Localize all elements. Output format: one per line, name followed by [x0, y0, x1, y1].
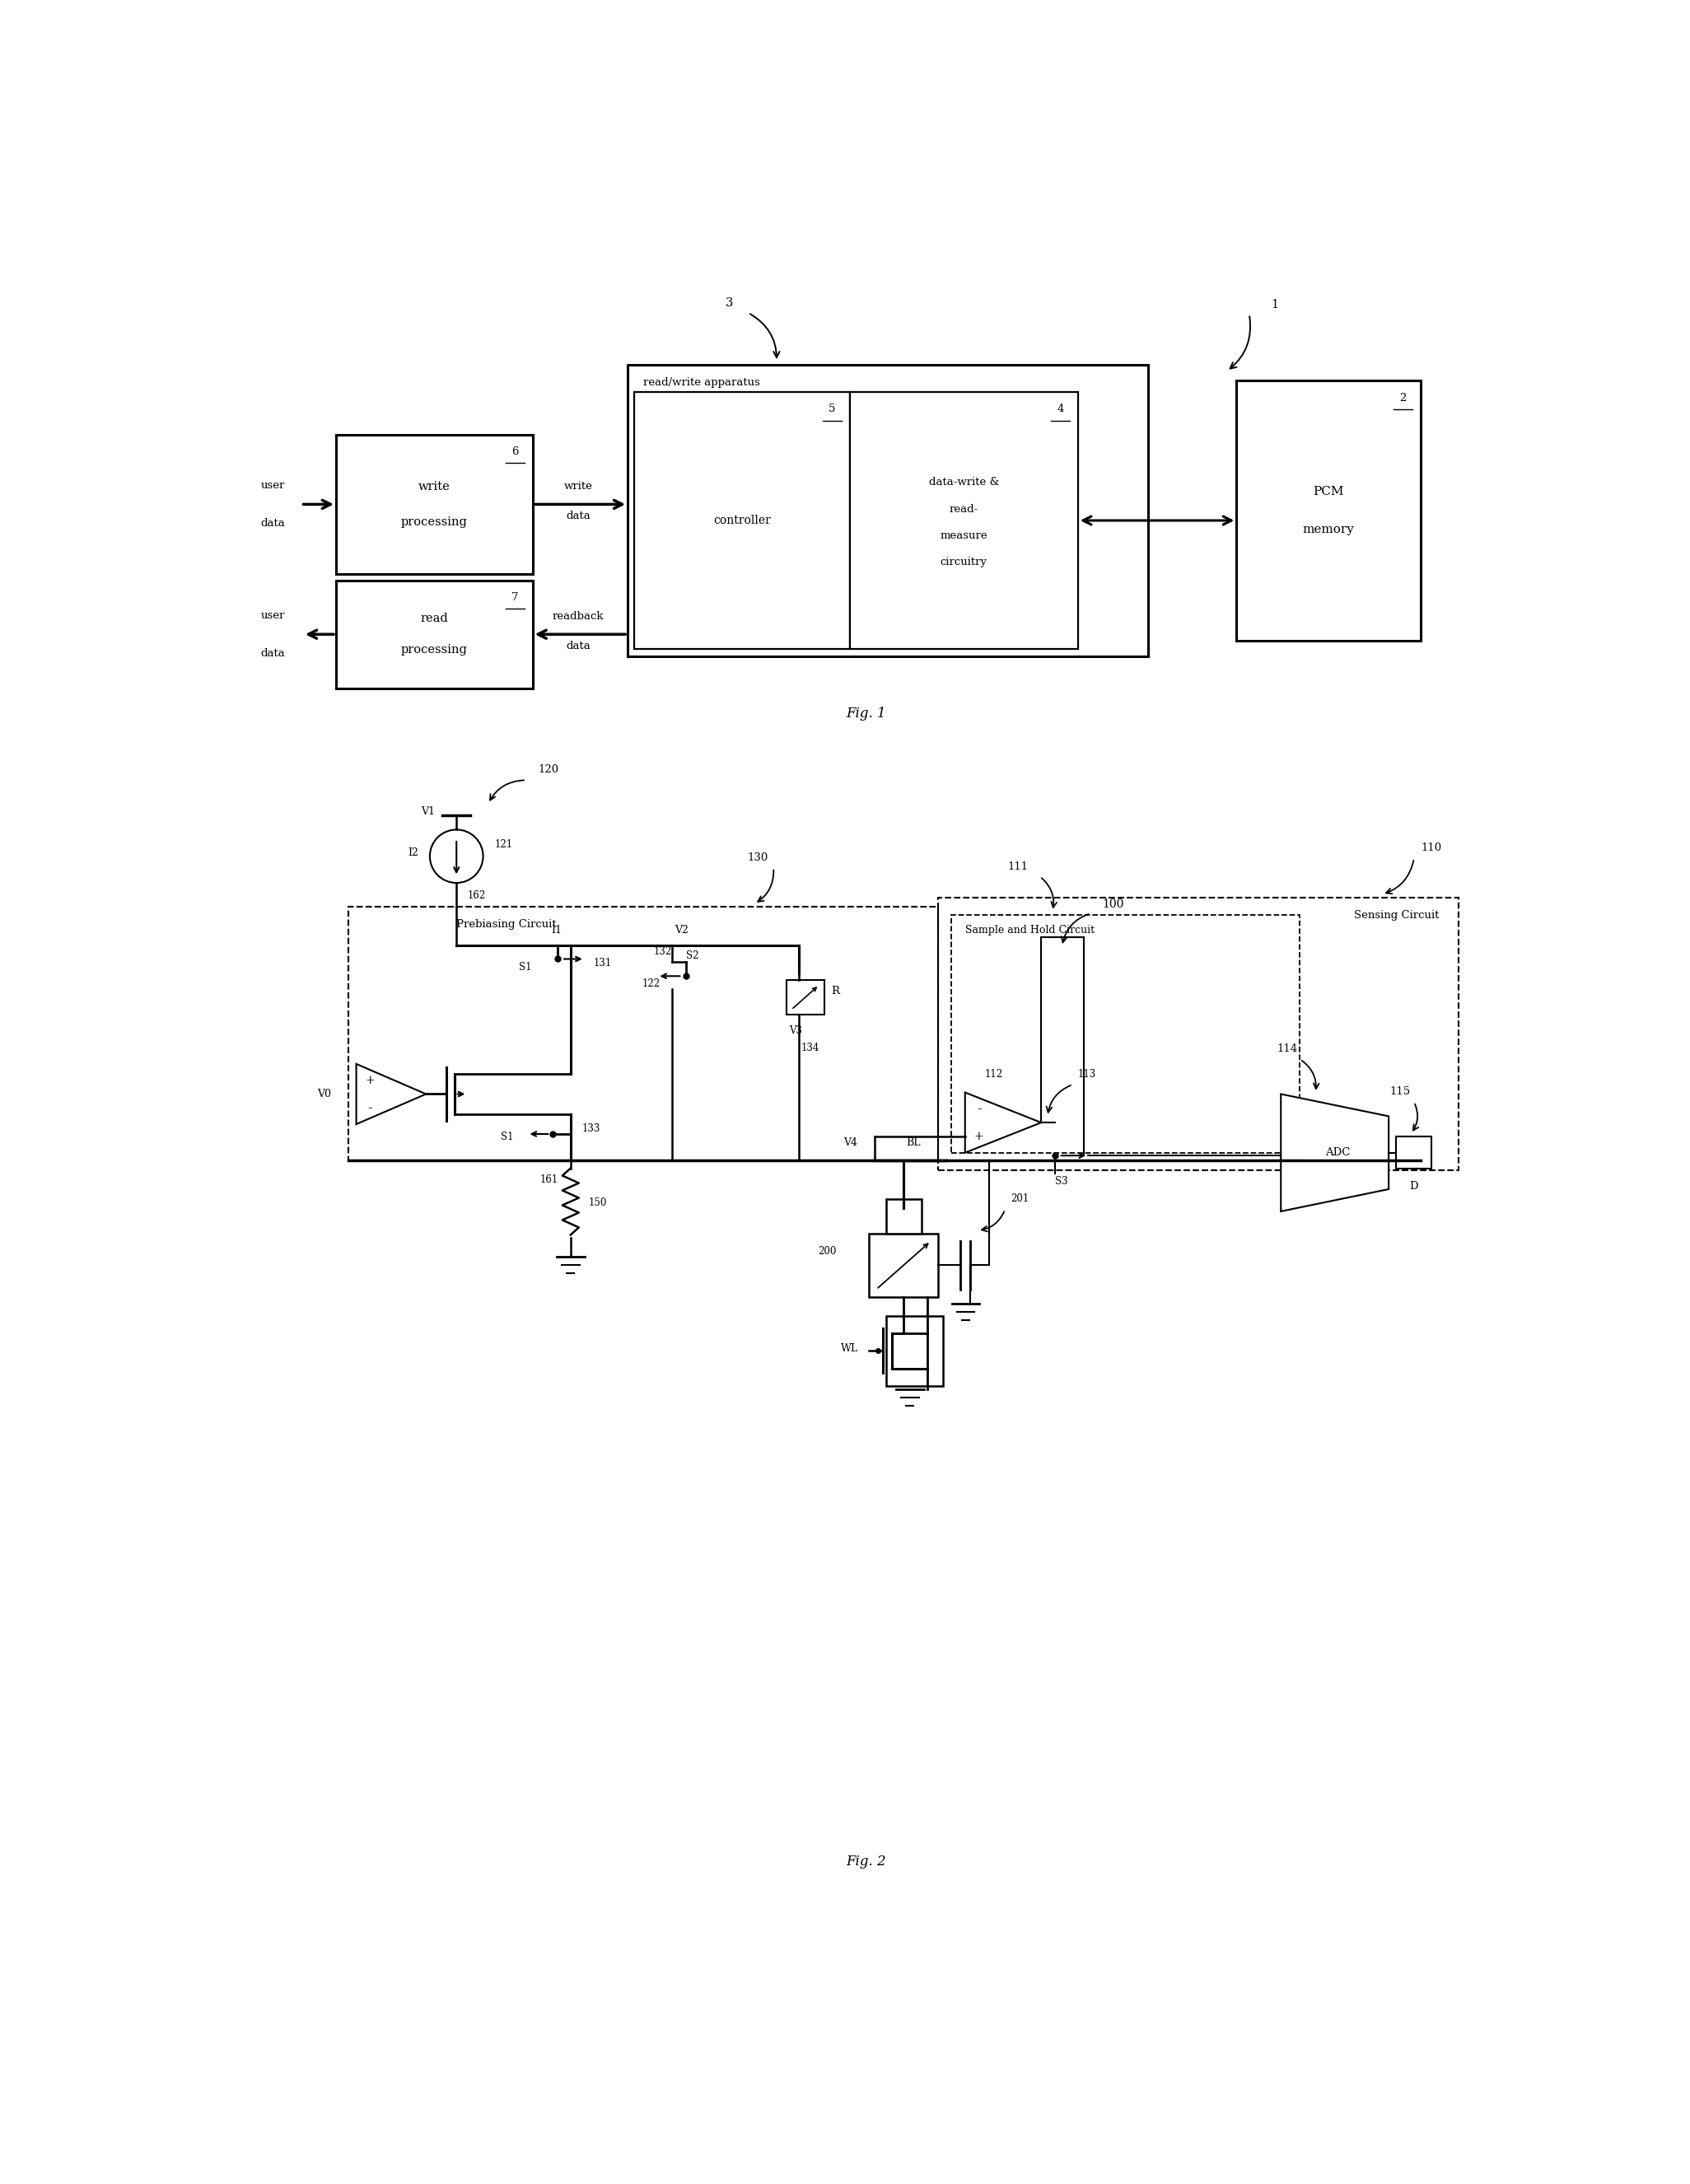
Text: 3: 3 — [725, 297, 733, 310]
Text: PCM: PCM — [1313, 485, 1344, 498]
Text: 114: 114 — [1278, 1044, 1298, 1053]
Text: data: data — [566, 511, 590, 522]
Text: data: data — [260, 518, 286, 529]
Text: D: D — [1409, 1182, 1418, 1192]
Text: 131: 131 — [593, 957, 612, 968]
Text: 111: 111 — [1007, 860, 1028, 871]
Bar — [1396, 1138, 1431, 1168]
Text: S1: S1 — [519, 961, 531, 972]
Text: +: + — [973, 1131, 984, 1142]
Text: 110: 110 — [1421, 843, 1442, 854]
Text: read: read — [421, 614, 448, 625]
Text: processing: processing — [401, 515, 468, 529]
Text: readback: readback — [553, 612, 603, 622]
Text: 120: 120 — [537, 764, 559, 775]
Bar — [938, 898, 1458, 1171]
Text: 162: 162 — [468, 891, 487, 902]
Polygon shape — [1281, 1094, 1389, 1212]
Text: 201: 201 — [1011, 1192, 1029, 1203]
Text: 130: 130 — [747, 852, 767, 863]
Bar — [869, 1234, 938, 1297]
Text: read/write apparatus: read/write apparatus — [644, 378, 761, 389]
Text: 7: 7 — [512, 592, 519, 603]
Text: 133: 133 — [581, 1123, 600, 1133]
Text: 132: 132 — [654, 946, 671, 957]
Text: user: user — [260, 609, 284, 620]
Text: V3: V3 — [789, 1024, 803, 1035]
Text: -: - — [977, 1101, 982, 1116]
Text: 2: 2 — [1399, 393, 1406, 404]
Text: S3: S3 — [1055, 1177, 1068, 1186]
Text: -: - — [368, 1101, 372, 1116]
Text: +: + — [365, 1075, 375, 1085]
Text: Fig. 1: Fig. 1 — [847, 708, 886, 721]
Circle shape — [429, 830, 483, 882]
Text: 134: 134 — [801, 1042, 820, 1053]
Text: write: write — [419, 480, 450, 491]
Text: 1: 1 — [1271, 299, 1278, 310]
Text: V4: V4 — [843, 1138, 857, 1149]
Text: data: data — [566, 640, 590, 651]
Text: I1: I1 — [551, 924, 563, 935]
Bar — [951, 915, 1300, 1153]
Text: circuitry: circuitry — [940, 557, 987, 568]
Text: 4: 4 — [1056, 404, 1063, 415]
Text: 150: 150 — [588, 1197, 607, 1208]
Text: user: user — [260, 480, 284, 491]
Bar — [850, 393, 1078, 649]
Text: 121: 121 — [495, 839, 512, 850]
Text: Fig. 2: Fig. 2 — [847, 1854, 886, 1867]
Text: V1: V1 — [421, 806, 434, 817]
Bar — [348, 906, 938, 1160]
Text: V2: V2 — [674, 924, 688, 935]
Text: measure: measure — [940, 531, 987, 542]
Bar — [886, 1317, 943, 1385]
Text: write: write — [564, 480, 593, 491]
Text: controller: controller — [713, 515, 771, 526]
Bar — [627, 365, 1148, 657]
Bar — [634, 393, 850, 649]
Text: Prebiasing Circuit: Prebiasing Circuit — [456, 919, 556, 930]
Text: S2: S2 — [686, 950, 698, 961]
Text: 5: 5 — [828, 404, 835, 415]
Text: 6: 6 — [512, 446, 519, 456]
Text: WL: WL — [842, 1343, 859, 1354]
Bar — [336, 435, 532, 574]
Text: ADC: ADC — [1325, 1147, 1350, 1158]
Text: 161: 161 — [539, 1175, 558, 1186]
Bar — [1237, 380, 1420, 640]
Text: V0: V0 — [318, 1088, 331, 1099]
Text: data-write &: data-write & — [928, 476, 999, 487]
Text: S1: S1 — [500, 1131, 514, 1142]
Text: BL: BL — [906, 1138, 921, 1149]
Bar — [786, 981, 825, 1016]
Text: 200: 200 — [818, 1245, 837, 1256]
Text: Sample and Hold Circuit: Sample and Hold Circuit — [965, 926, 1095, 935]
Text: I2: I2 — [407, 847, 419, 858]
Text: Sensing Circuit: Sensing Circuit — [1354, 911, 1440, 922]
Text: memory: memory — [1303, 524, 1354, 535]
Text: 115: 115 — [1389, 1085, 1411, 1096]
Text: 100: 100 — [1102, 898, 1124, 911]
Text: R: R — [831, 985, 840, 996]
Text: processing: processing — [401, 644, 468, 655]
Text: data: data — [260, 649, 286, 660]
Text: read-: read- — [950, 505, 979, 515]
Bar — [886, 1199, 921, 1234]
Polygon shape — [965, 1092, 1041, 1153]
Text: 122: 122 — [642, 978, 661, 989]
Text: 113: 113 — [1078, 1068, 1097, 1079]
Bar — [336, 581, 532, 688]
Polygon shape — [357, 1064, 426, 1125]
Text: 112: 112 — [985, 1070, 1002, 1081]
